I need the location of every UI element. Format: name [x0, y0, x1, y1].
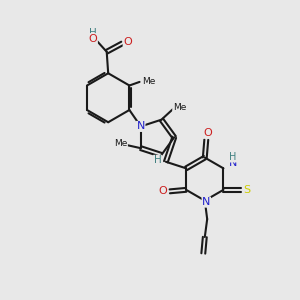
Text: O: O [88, 34, 97, 44]
Text: N: N [136, 122, 145, 131]
Text: O: O [159, 186, 168, 196]
Text: Me: Me [173, 103, 186, 112]
Text: S: S [244, 185, 251, 195]
Text: Me: Me [114, 139, 128, 148]
Text: N: N [202, 197, 211, 207]
Text: O: O [203, 128, 212, 138]
Text: N: N [229, 158, 237, 168]
Text: O: O [123, 37, 132, 47]
Text: Me: Me [142, 77, 155, 86]
Text: H: H [154, 155, 161, 165]
Text: H: H [89, 28, 97, 38]
Text: H: H [229, 152, 237, 162]
